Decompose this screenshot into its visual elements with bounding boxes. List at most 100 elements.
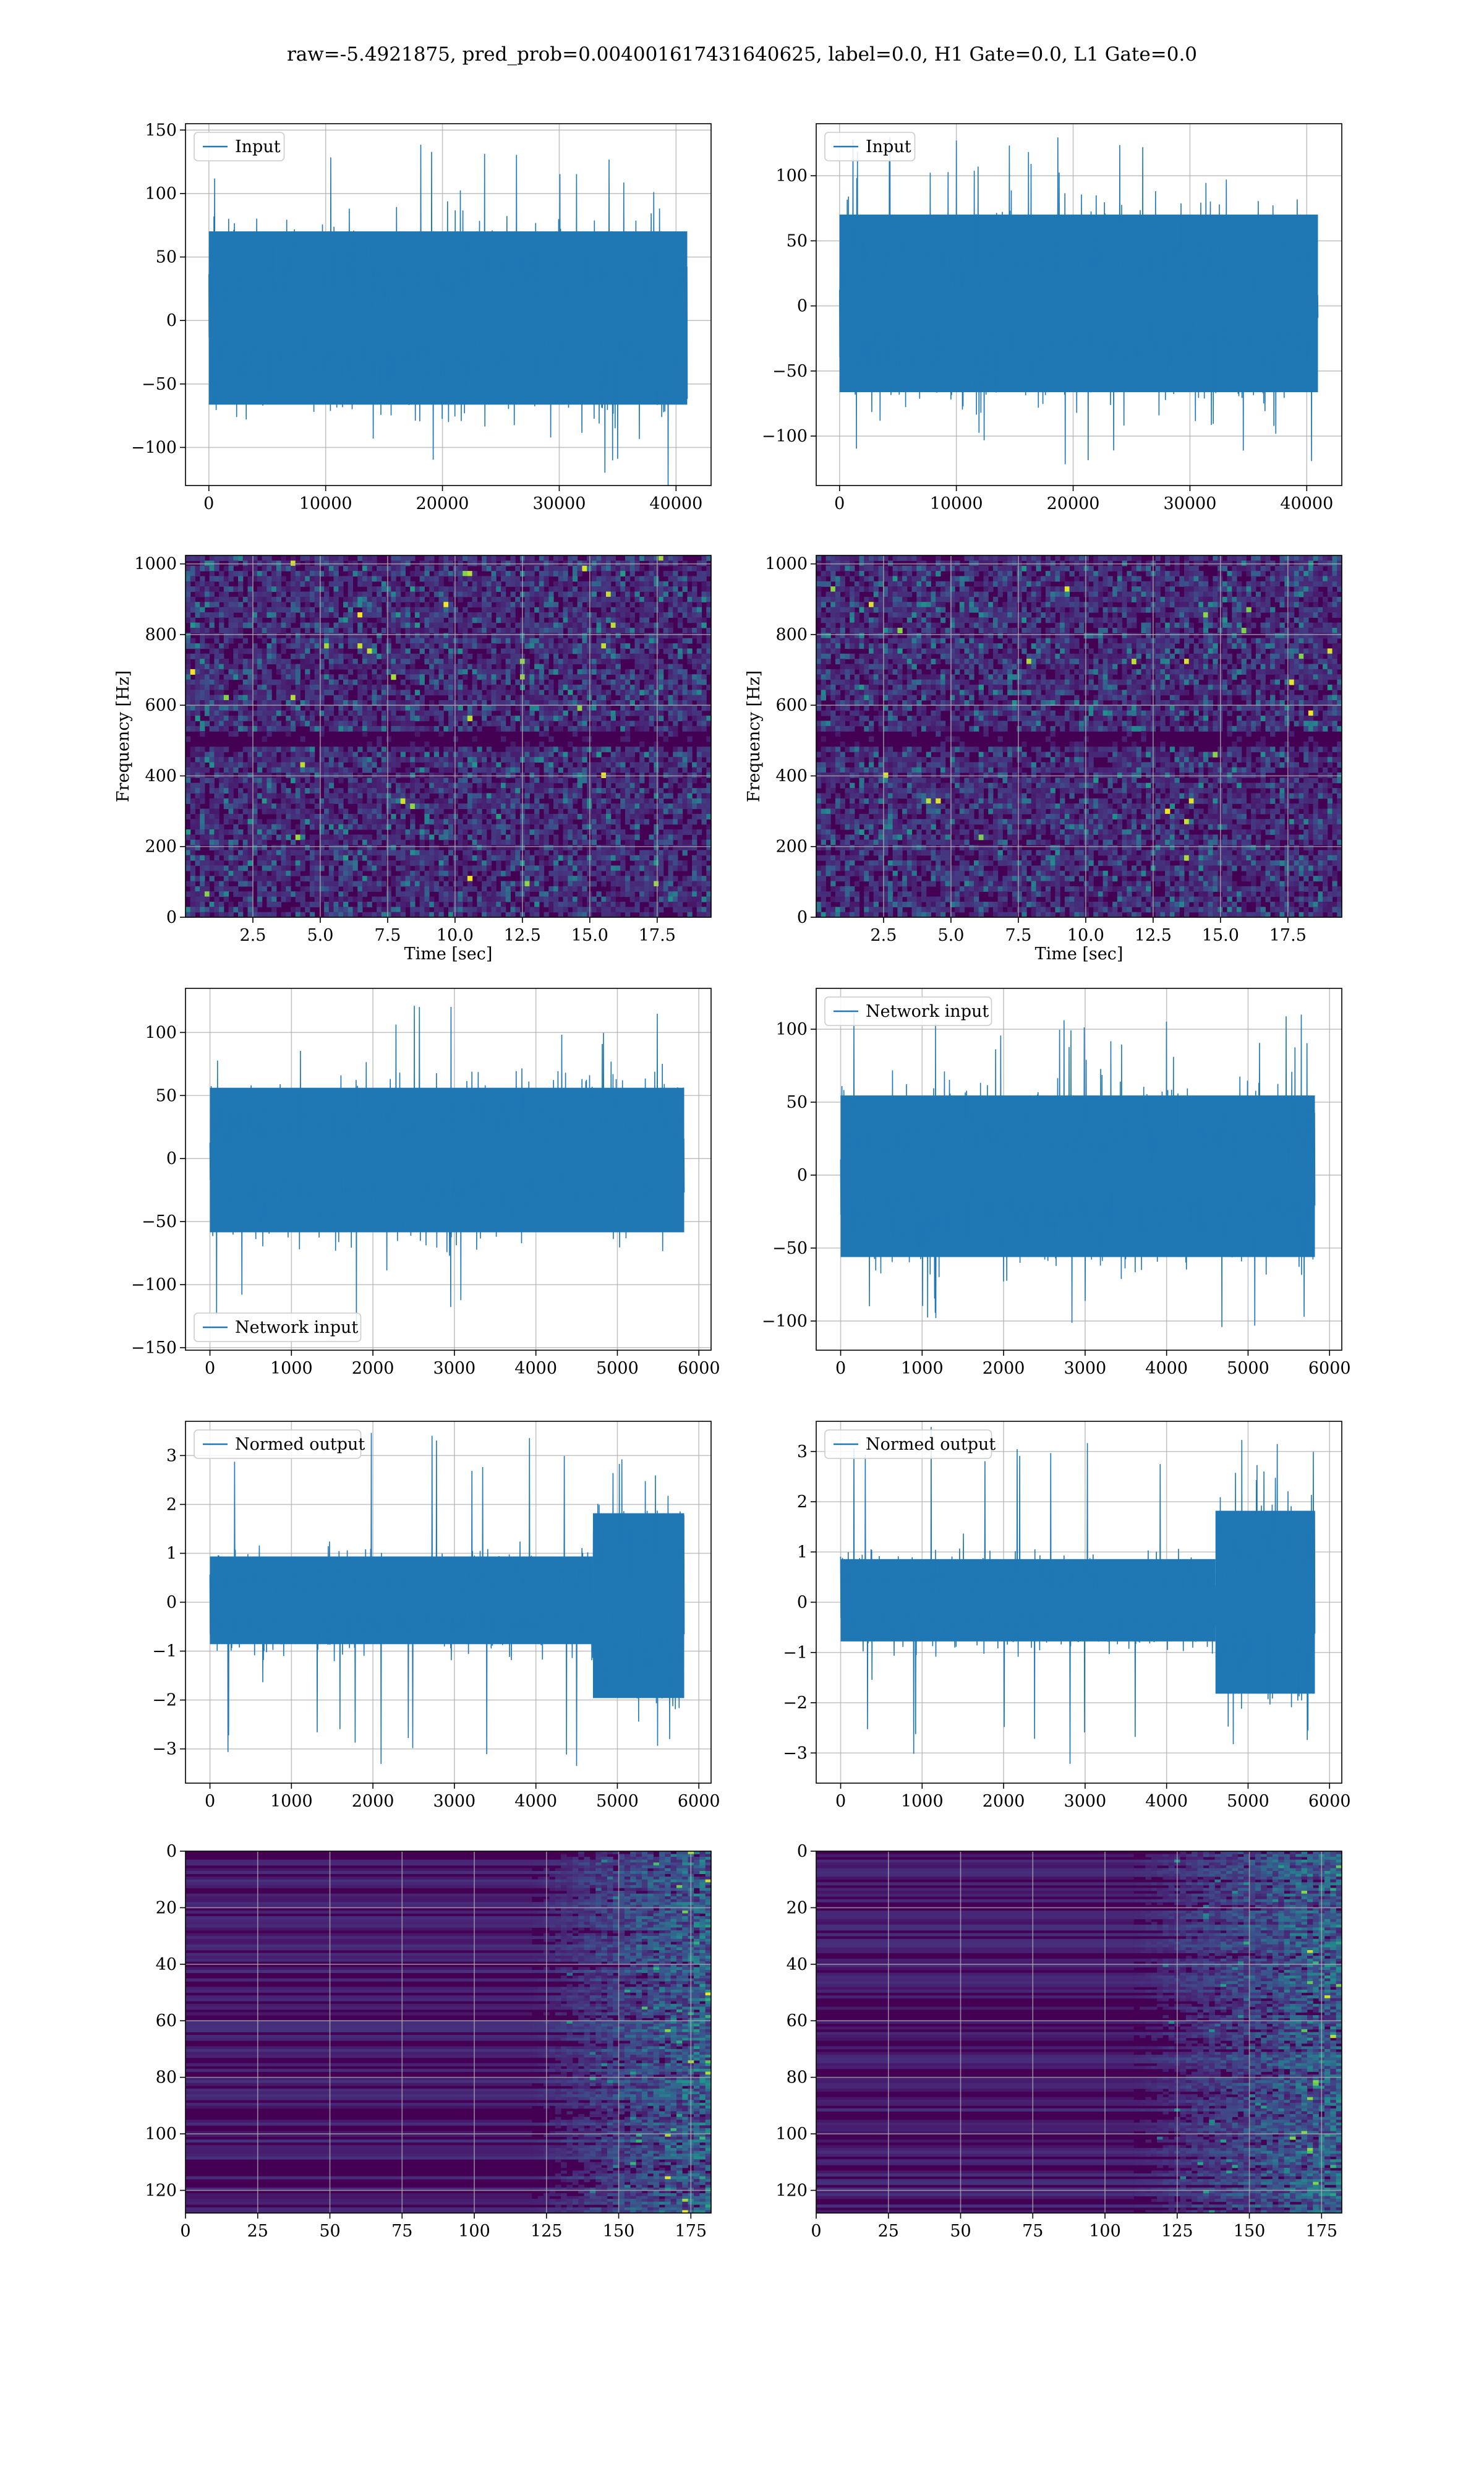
spectrogram-cell [391, 592, 396, 597]
spectrogram-cell [601, 623, 606, 628]
spectrogram-cell [357, 773, 362, 778]
spectrogram-cell [697, 638, 702, 644]
spectrogram-cell [563, 773, 568, 778]
spectrogram-cell [291, 845, 296, 850]
spectrogram-cell [410, 555, 415, 561]
spectrogram-cell [544, 783, 549, 789]
spectrogram-cell [200, 586, 205, 592]
spectrogram-cell [410, 762, 415, 768]
spectrogram-cell [597, 690, 602, 695]
spectrogram-cell [310, 711, 315, 716]
spectrogram-cell [310, 819, 315, 824]
spectrogram-cell [501, 566, 506, 571]
spectrogram-cell [548, 768, 553, 773]
spectrogram-cell [515, 680, 520, 685]
spectrogram-cell [544, 824, 549, 830]
spectrogram-cell [267, 747, 271, 752]
spectrogram-cell [644, 788, 649, 794]
spectrogram-cell [573, 814, 578, 820]
spectrogram-cell [210, 633, 215, 638]
spectrogram-cell [458, 711, 463, 716]
spectrogram-cell [367, 721, 372, 726]
spectrogram-cell [692, 659, 697, 664]
spectrogram-cell [668, 855, 673, 861]
spectrogram-cell [238, 648, 243, 654]
spectrogram-cell [678, 860, 683, 866]
spectrogram-cell [477, 602, 482, 607]
spectrogram-cell [663, 648, 668, 654]
spectrogram-cell [271, 721, 276, 726]
spectrogram-cell [281, 711, 286, 716]
spectrogram-cell [644, 612, 649, 618]
spectrogram-cell [525, 752, 530, 758]
spectrogram-cell [362, 711, 367, 716]
spectrogram-cell [529, 777, 534, 783]
spectrogram-cell [257, 747, 262, 752]
spectrogram-cell [606, 819, 611, 824]
spectrogram-cell [492, 850, 497, 855]
spectrogram-cell [597, 809, 602, 815]
spectrogram-cell [291, 809, 296, 815]
spectrogram-cell [190, 803, 195, 809]
spectrogram-cell [281, 623, 286, 628]
spectrogram-cell [573, 834, 578, 840]
spectrogram-cell [401, 721, 406, 726]
spectrogram-cell [219, 581, 224, 587]
spectrogram-cell [453, 865, 458, 871]
spectrogram-cell [329, 860, 334, 866]
spectrogram-cell [472, 555, 477, 561]
spectrogram-cell [224, 788, 229, 794]
spectrogram-cell [233, 571, 238, 576]
spectrogram-cell [659, 612, 663, 618]
spectrogram-cell [659, 809, 663, 815]
spectrogram-cell [472, 643, 477, 649]
spectrogram-cell [248, 788, 253, 794]
spectrogram-cell [406, 798, 411, 804]
spectrogram-cell [353, 617, 358, 623]
spectrogram-cell [463, 726, 467, 732]
spectrogram-cell [582, 705, 587, 711]
spectrogram-cell [406, 834, 411, 840]
spectrogram-cell [487, 747, 492, 752]
spectrogram-cell [678, 669, 683, 675]
spectrogram-cell [257, 628, 262, 633]
spectrogram-cell [386, 623, 391, 628]
spectrogram-cell [515, 798, 520, 804]
spectrogram-cell [506, 617, 511, 623]
spectrogram-cell [324, 798, 329, 804]
spectrogram-cell [448, 597, 453, 602]
spectrogram-cell [281, 757, 286, 763]
spectrogram-cell [611, 768, 616, 773]
spectrogram-cell [276, 809, 281, 815]
spectrogram-cell [492, 685, 497, 690]
spectrogram-cell [367, 814, 372, 820]
spectrogram-cell [492, 560, 497, 566]
spectrogram-cell [210, 819, 215, 824]
spectrogram-cell [639, 711, 644, 716]
spectrogram-cell [310, 571, 315, 576]
spectrogram-cell [582, 768, 587, 773]
spectrogram-cell [315, 628, 320, 633]
spectrogram-cell [501, 737, 506, 742]
spectrogram-cell [343, 612, 348, 618]
spectrogram-cell [420, 845, 425, 850]
spectrogram-cell [558, 685, 563, 690]
spectrogram-cell [687, 773, 692, 778]
y-tick-label: 100 [145, 184, 177, 203]
spectrogram-cell [262, 762, 267, 768]
spectrogram-cell [597, 762, 602, 768]
spectrogram-cell [573, 809, 578, 815]
spectrogram-cell [525, 840, 530, 845]
spectrogram-cell [568, 814, 573, 820]
spectrogram-cell [248, 757, 253, 763]
spectrogram-cell [439, 773, 444, 778]
spectrogram-cell [238, 592, 243, 597]
spectrogram-cell [224, 592, 229, 597]
spectrogram-cell [697, 602, 702, 607]
spectrogram-cell [401, 819, 406, 824]
spectrogram-cell [229, 560, 234, 566]
spectrogram-cell [472, 809, 477, 815]
spectrogram-cell [396, 607, 401, 613]
spectrogram-cell [195, 659, 200, 664]
spectrogram-cell [224, 747, 229, 752]
